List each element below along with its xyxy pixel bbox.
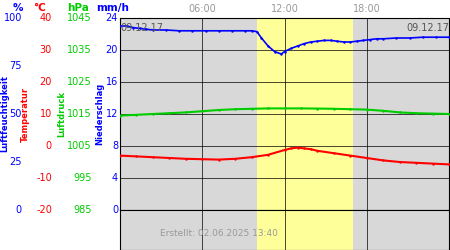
Text: 06:00: 06:00 xyxy=(189,4,216,14)
Text: 09.12.17: 09.12.17 xyxy=(406,23,449,33)
Text: 75: 75 xyxy=(9,61,22,71)
Text: 1005: 1005 xyxy=(68,141,92,151)
Text: 0: 0 xyxy=(16,205,22,215)
Text: 1015: 1015 xyxy=(68,109,92,119)
Text: Temperatur: Temperatur xyxy=(21,86,30,142)
Text: Luftdruck: Luftdruck xyxy=(58,91,67,137)
Text: 20: 20 xyxy=(40,77,52,87)
Text: 0: 0 xyxy=(112,205,118,215)
Text: 995: 995 xyxy=(73,173,92,183)
Text: 09.12.17: 09.12.17 xyxy=(120,23,163,33)
Text: °C: °C xyxy=(34,3,46,13)
Text: 1045: 1045 xyxy=(68,13,92,23)
Text: 30: 30 xyxy=(40,45,52,55)
Text: 985: 985 xyxy=(73,205,92,215)
Text: Niederschlag: Niederschlag xyxy=(95,83,104,145)
Text: -10: -10 xyxy=(36,173,52,183)
Text: 12:00: 12:00 xyxy=(270,4,298,14)
Text: 50: 50 xyxy=(9,109,22,119)
Bar xyxy=(257,18,353,210)
Text: 10: 10 xyxy=(40,109,52,119)
Text: 18:00: 18:00 xyxy=(353,4,381,14)
Text: 4: 4 xyxy=(112,173,118,183)
Text: mm/h: mm/h xyxy=(97,3,130,13)
Bar xyxy=(257,210,353,250)
Text: 12: 12 xyxy=(106,109,118,119)
Text: 24: 24 xyxy=(106,13,118,23)
Text: 100: 100 xyxy=(4,13,22,23)
Text: 1035: 1035 xyxy=(68,45,92,55)
Text: Luftfeuchtigkeit: Luftfeuchtigkeit xyxy=(0,76,9,152)
Text: 40: 40 xyxy=(40,13,52,23)
Text: %: % xyxy=(13,3,23,13)
Text: -20: -20 xyxy=(36,205,52,215)
Text: 8: 8 xyxy=(112,141,118,151)
Text: 1025: 1025 xyxy=(67,77,92,87)
Text: 0: 0 xyxy=(46,141,52,151)
Text: 20: 20 xyxy=(106,45,118,55)
Text: Erstellt: 02.06.2025 13:40: Erstellt: 02.06.2025 13:40 xyxy=(160,230,278,238)
Text: 16: 16 xyxy=(106,77,118,87)
Text: hPa: hPa xyxy=(67,3,89,13)
Text: 25: 25 xyxy=(9,157,22,167)
